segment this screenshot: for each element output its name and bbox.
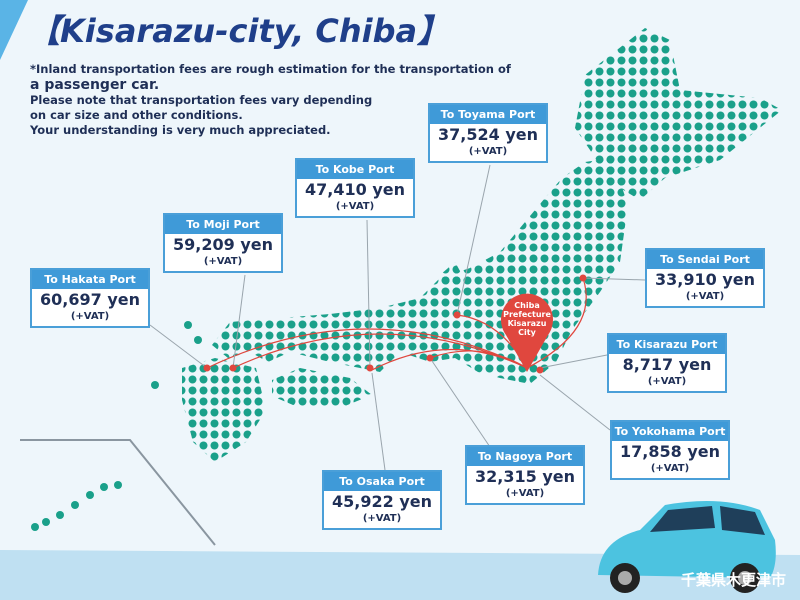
note: *Inland transportation fees are rough es… [30, 62, 511, 76]
port-price: 47,410 yen [305, 180, 405, 199]
title: 【Kisarazu-city, Chiba】 [28, 12, 450, 50]
note: on car size and other conditions. [30, 108, 243, 122]
okinawa-dots [31, 321, 202, 531]
port-name: To Kisarazu Port [609, 335, 725, 354]
connectors [149, 164, 646, 471]
note: Your understanding is very much apprecia… [30, 123, 331, 137]
notes: *Inland transportation fees are rough es… [30, 62, 511, 138]
routes [206, 277, 587, 371]
port-name: To Yokohama Port [612, 422, 728, 441]
marker-label: Chiba [514, 301, 539, 310]
marker-label: Kisarazu [508, 319, 547, 328]
port-card: To Osaka Port 45,922 yen (+VAT) [322, 470, 442, 530]
port-card: To Toyama Port 37,524 yen (+VAT) [428, 103, 548, 163]
port-price: 32,315 yen [475, 467, 575, 486]
bottom-band [0, 550, 800, 600]
port-vat: (+VAT) [647, 376, 687, 387]
port-vat: (+VAT) [203, 256, 243, 267]
port-vat: (+VAT) [685, 291, 725, 302]
port-vat: (+VAT) [362, 513, 402, 524]
port-name: To Moji Port [165, 215, 281, 234]
note: Please note that transportation fees var… [30, 93, 373, 107]
port-name: To Nagoya Port [467, 447, 583, 466]
note: a passenger car. [30, 77, 160, 93]
port-vat: (+VAT) [70, 311, 110, 322]
port-name: To Osaka Port [324, 472, 440, 491]
port-card: To Yokohama Port 17,858 yen (+VAT) [610, 420, 730, 480]
footer-text: 千葉県木更津市 [680, 571, 786, 589]
port-card: To Moji Port 59,209 yen (+VAT) [163, 213, 283, 273]
port-vat: (+VAT) [468, 146, 508, 157]
port-price: 8,717 yen [622, 355, 712, 374]
marker-label: Prefecture [503, 310, 551, 319]
port-dots [203, 274, 587, 374]
port-name: To Sendai Port [647, 250, 763, 269]
port-name: To Toyama Port [430, 105, 546, 124]
port-card: To Nagoya Port 32,315 yen (+VAT) [465, 445, 585, 505]
marker-label: City [518, 328, 536, 337]
marker: Chiba Prefecture Kisarazu City [500, 293, 553, 372]
port-card: To Kisarazu Port 8,717 yen (+VAT) [607, 333, 727, 393]
port-vat: (+VAT) [335, 201, 375, 212]
port-card: To Hakata Port 60,697 yen (+VAT) [30, 268, 150, 328]
divider-line [20, 439, 216, 546]
port-card: To Kobe Port 47,410 yen (+VAT) [295, 158, 415, 218]
port-price: 45,922 yen [332, 492, 432, 511]
port-price: 59,209 yen [173, 235, 273, 254]
port-price: 60,697 yen [40, 290, 140, 309]
car [598, 501, 776, 593]
port-name: To Hakata Port [32, 270, 148, 289]
port-name: To Kobe Port [297, 160, 413, 179]
port-price: 37,524 yen [438, 125, 538, 144]
port-price: 33,910 yen [655, 270, 755, 289]
port-card: To Sendai Port 33,910 yen (+VAT) [645, 248, 765, 308]
port-vat: (+VAT) [650, 463, 690, 474]
corner-decor [0, 0, 28, 60]
port-price: 17,858 yen [620, 442, 720, 461]
port-vat: (+VAT) [505, 488, 545, 499]
